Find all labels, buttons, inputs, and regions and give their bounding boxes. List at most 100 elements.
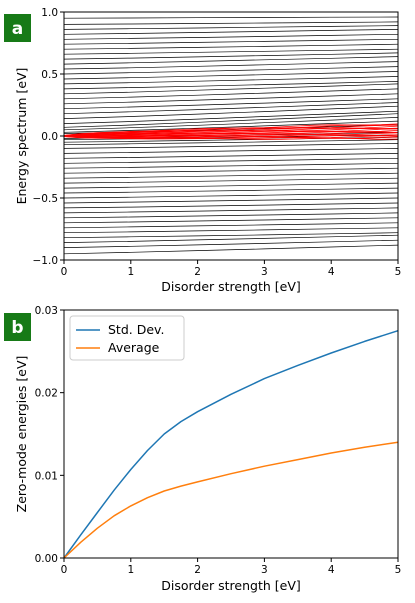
energy-level-line [64,33,398,40]
zero-mode-line [64,130,398,137]
panel-b-plot-area [63,329,399,559]
panel-b: b 0 1 2 3 4 5 0.00 0.01 0.02 0.03 Disorder stren… [4,305,401,593]
energy-level-line [64,88,398,100]
energy-level-line [64,66,398,75]
energy-level-line [64,71,398,80]
energy-level-line [64,167,398,174]
energy-level-line [64,25,398,30]
panel-b-y-tick-label: 0.02 [35,388,58,400]
zero-mode-line [64,136,398,140]
panel-a-x-axis-label: Disorder strength [eV] [161,279,301,294]
zero-mode-line [64,125,398,136]
energy-level-line [64,139,398,146]
energy-level-line [64,153,398,159]
panel-a-x-tick-label: 1 [127,266,134,278]
energy-level-line [64,227,398,234]
energy-level-line [64,148,398,154]
energy-level-line [64,232,398,239]
energy-level-line [64,222,398,229]
energy-level-line [64,212,398,219]
energy-level-line [64,217,398,224]
panel-a-x-axis: 0 1 2 3 4 5 [61,260,402,278]
series-line-average [63,441,399,559]
zero-mode-line [64,124,398,136]
energy-level-line [64,93,398,105]
energy-level-line [64,83,398,95]
legend-entry: Std. Dev. [108,322,164,337]
panel-a-x-tick-label: 4 [328,266,335,278]
panel-a-x-tick-label: 3 [261,266,268,278]
energy-level-line [64,43,398,50]
panel-a-badge: a [4,14,31,42]
panel-a-x-tick-label: 2 [194,266,201,278]
panel-b-y-tick-label: 0.00 [35,553,58,565]
energy-level-line [64,56,398,65]
energy-level-line [64,244,398,255]
zero-mode-line [64,132,398,137]
panel-b-x-axis-label: Disorder strength [eV] [161,578,301,593]
energy-level-line [64,98,398,110]
panel-b-y-axis: 0.00 0.01 0.02 0.03 [35,305,64,565]
energy-level-line [64,177,398,184]
energy-level-line [64,117,398,131]
energy-level-line [64,48,398,55]
panel-b-badge: b [4,313,31,341]
zero-mode-line [64,135,398,139]
energy-level-line [64,197,398,204]
panel-b-x-tick-label: 3 [261,564,268,576]
panel-b-frame [63,309,399,559]
panel-b-x-axis: 0 1 2 3 4 5 [61,558,402,576]
zero-mode-line [64,128,398,137]
panel-b-x-tick-label: 4 [328,564,335,576]
panel-b-y-tick-label: 0.03 [35,305,58,317]
energy-level-line [64,234,398,243]
panel-a-letter: a [12,19,23,39]
panel-b-x-tick-label: 5 [395,564,402,576]
energy-level-line [64,113,398,128]
series-line-std-dev [63,329,399,559]
energy-level-line [64,16,398,19]
energy-level-line [64,182,398,189]
panel-a-y-tick-label: −0.5 [33,193,59,205]
panel-a-y-tick-label: 0.0 [41,131,58,143]
energy-level-line [64,38,398,45]
energy-level-line [64,110,398,124]
panel-a-y-tick-label: −1.0 [33,255,59,267]
energy-level-line [64,52,398,60]
energy-level-line [64,120,398,133]
panel-a-plot-area [64,12,398,260]
panel-a-x-tick-label: 5 [395,266,402,278]
panel-a-y-tick-label: 1.0 [41,7,58,19]
energy-level-line [64,162,398,169]
energy-level-line [64,76,398,85]
legend-entry: Average [108,340,160,355]
energy-level-line [64,21,398,25]
panel-b-y-tick-label: 0.01 [35,470,58,482]
panel-a-y-axis-label: Energy spectrum [eV] [14,68,29,205]
energy-level-line [64,81,398,90]
energy-level-line [64,29,398,35]
energy-level-line [64,143,398,149]
panel-b-legend: Std. Dev. Average [69,315,185,361]
energy-level-line [64,239,398,248]
panel-b-x-tick-label: 1 [127,564,134,576]
panel-a-y-tick-label: 0.5 [41,69,58,81]
panel-b-letter: b [11,318,23,338]
panel-a-y-axis: −1.0 −0.5 0.0 0.5 1.0 [33,7,64,267]
zero-mode-line [64,131,398,137]
panel-b-x-tick-label: 2 [194,564,201,576]
panel-b-y-axis-label: Zero-mode energies [eV] [14,356,29,513]
energy-level-line [64,259,86,260]
panel-a: a 0 1 2 3 4 5 −1.0 −0.5 0.0 0.5 1.0 Disorder stre… [4,7,401,294]
energy-level-line [64,102,398,115]
energy-level-line [64,157,398,164]
energy-level-line [64,105,398,119]
zero-mode-line [64,123,398,136]
legend-box [69,315,185,361]
energy-level-line [64,202,398,209]
energy-level-line [64,187,398,194]
panel-a-x-tick-label: 0 [61,266,68,278]
energy-level-line [64,207,398,214]
energy-level-line [64,172,398,179]
